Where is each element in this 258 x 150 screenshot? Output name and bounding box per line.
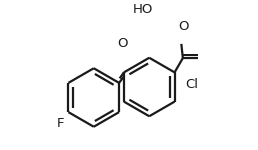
Text: O: O (179, 20, 189, 33)
Text: F: F (57, 117, 64, 130)
Text: O: O (117, 37, 127, 50)
Text: HO: HO (133, 3, 154, 16)
Text: Cl: Cl (185, 78, 198, 90)
